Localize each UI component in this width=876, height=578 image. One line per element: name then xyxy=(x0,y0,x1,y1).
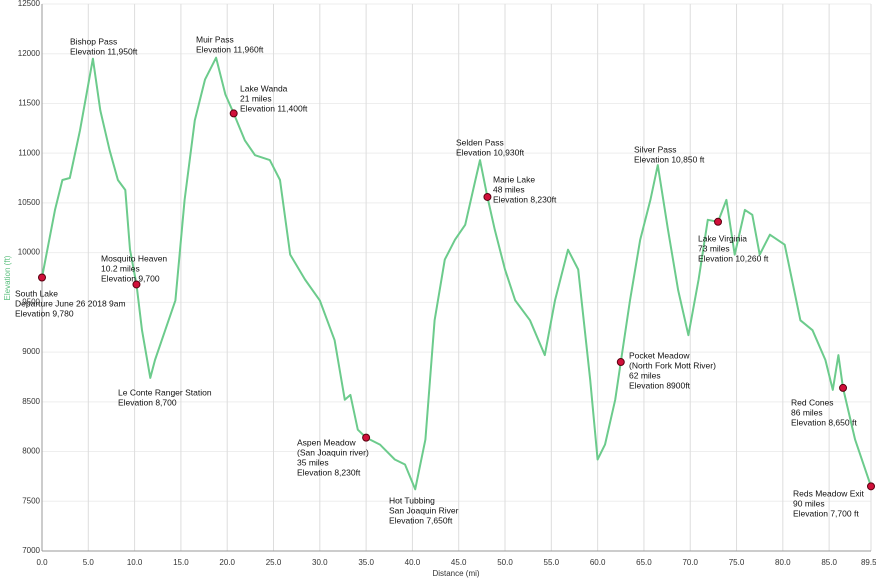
waypoint-marker xyxy=(132,280,141,289)
annotation: Elevation 8,650 ft xyxy=(791,417,857,427)
annotation: Bishop Pass xyxy=(70,36,117,46)
x-tick-label: 20.0 xyxy=(219,558,235,567)
y-tick-label: 7000 xyxy=(22,546,40,555)
x-tick-label: 75.0 xyxy=(729,558,745,567)
x-tick-label: 10.0 xyxy=(127,558,143,567)
elevation-line xyxy=(41,56,872,491)
annotation: Selden Pass xyxy=(456,137,504,147)
x-tick-label: 25.0 xyxy=(266,558,282,567)
waypoint-marker xyxy=(38,273,46,282)
annotation: Elevation 10,930ft xyxy=(456,147,525,157)
y-tick-label: 10000 xyxy=(18,248,41,257)
annotation: South Lake xyxy=(15,288,58,298)
annotation: Elevation 11,950ft xyxy=(70,46,138,56)
annotation: Red Cones xyxy=(791,397,834,407)
annotation: (San Joaquin river) xyxy=(297,447,369,457)
y-tick-label: 9000 xyxy=(22,347,40,356)
annotation: Silver Pass xyxy=(634,144,677,154)
waypoint-marker xyxy=(867,482,875,491)
annotation: Hot Tubbing xyxy=(389,495,435,505)
annotation: (North Fork Mott River) xyxy=(629,360,716,370)
annotation: Elevation 7,650ft xyxy=(389,515,453,525)
x-tick-label: 45.0 xyxy=(451,558,467,567)
annotation: 90 miles xyxy=(793,498,825,508)
x-tick-label: 55.0 xyxy=(544,558,560,567)
y-tick-label: 10500 xyxy=(18,198,41,207)
annotation: Mosquito Heaven xyxy=(101,253,167,263)
x-tick-label: 5.0 xyxy=(83,558,95,567)
waypoint-marker xyxy=(362,433,371,442)
annotation: 62 miles xyxy=(629,370,661,380)
annotation: Elevation 8900ft xyxy=(629,380,691,390)
annotation: 35 miles xyxy=(297,457,329,467)
annotation: Elevation 8,230ft xyxy=(493,194,557,204)
x-tick-label: 35.0 xyxy=(358,558,374,567)
annotation: Elevation 11,960ft xyxy=(196,44,264,54)
annotation: Departure June 26 2018 9am xyxy=(15,298,126,308)
annotation: San Joaquin River xyxy=(389,505,459,515)
annotation: Pocket Meadow xyxy=(629,350,690,360)
x-tick-label: 80.0 xyxy=(775,558,791,567)
x-axis-label: Distance (mi) xyxy=(432,569,479,578)
x-tick-label: 50.0 xyxy=(497,558,513,567)
x-tick-label: 30.0 xyxy=(312,558,328,567)
annotation: Elevation 9,780 xyxy=(15,308,74,318)
annotation: Elevation 8,700 xyxy=(118,397,177,407)
x-tick-label: 60.0 xyxy=(590,558,606,567)
y-tick-label: 12500 xyxy=(18,0,41,8)
waypoint-marker xyxy=(714,217,723,226)
y-axis-label: Elevation (ft) xyxy=(3,255,12,300)
x-tick-label: 70.0 xyxy=(682,558,698,567)
y-tick-label: 12000 xyxy=(18,49,41,58)
annotation: Le Conte Ranger Station xyxy=(118,387,212,397)
x-tick-label: 85.0 xyxy=(821,558,837,567)
annotation: Elevation 10,850 ft xyxy=(634,154,705,164)
waypoint-marker xyxy=(229,109,238,118)
annotation: Elevation 9,700 xyxy=(101,273,160,283)
y-tick-label: 11000 xyxy=(18,148,40,157)
annotation: Lake Wanda xyxy=(240,83,288,93)
annotation: 48 miles xyxy=(493,184,525,194)
x-tick-label: 0.0 xyxy=(36,558,48,567)
y-tick-label: 11500 xyxy=(18,99,40,108)
y-tick-label: 7500 xyxy=(22,496,40,505)
annotation: Muir Pass xyxy=(196,34,234,44)
annotation: 73 miles xyxy=(698,243,730,253)
y-tick-label: 8000 xyxy=(22,447,40,456)
y-tick-label: 9500 xyxy=(22,297,40,306)
annotation: Marie Lake xyxy=(493,174,535,184)
x-tick-label: 65.0 xyxy=(636,558,652,567)
annotation: Elevation 8,230ft xyxy=(297,467,361,477)
waypoint-marker xyxy=(616,358,625,367)
annotation: 21 miles xyxy=(240,93,272,103)
annotation: 10.2 miles xyxy=(101,263,140,273)
waypoint-marker xyxy=(483,192,492,201)
annotation: Elevation 7,700 ft xyxy=(793,508,859,518)
x-tick-label: 15.0 xyxy=(173,558,189,567)
annotation: Elevation 11,400ft xyxy=(240,103,308,113)
annotation: Lake Virginia xyxy=(698,233,747,243)
x-tick-label: 40.0 xyxy=(405,558,421,567)
annotation: Elevation 10,260 ft xyxy=(698,253,769,263)
annotation: 86 miles xyxy=(791,407,823,417)
annotation: Aspen Meadow xyxy=(297,437,356,447)
y-tick-label: 8500 xyxy=(22,397,40,406)
waypoint-marker xyxy=(839,383,848,392)
x-tick-label: 89.52 xyxy=(861,558,876,567)
annotation: Reds Meadow Exit xyxy=(793,488,865,498)
